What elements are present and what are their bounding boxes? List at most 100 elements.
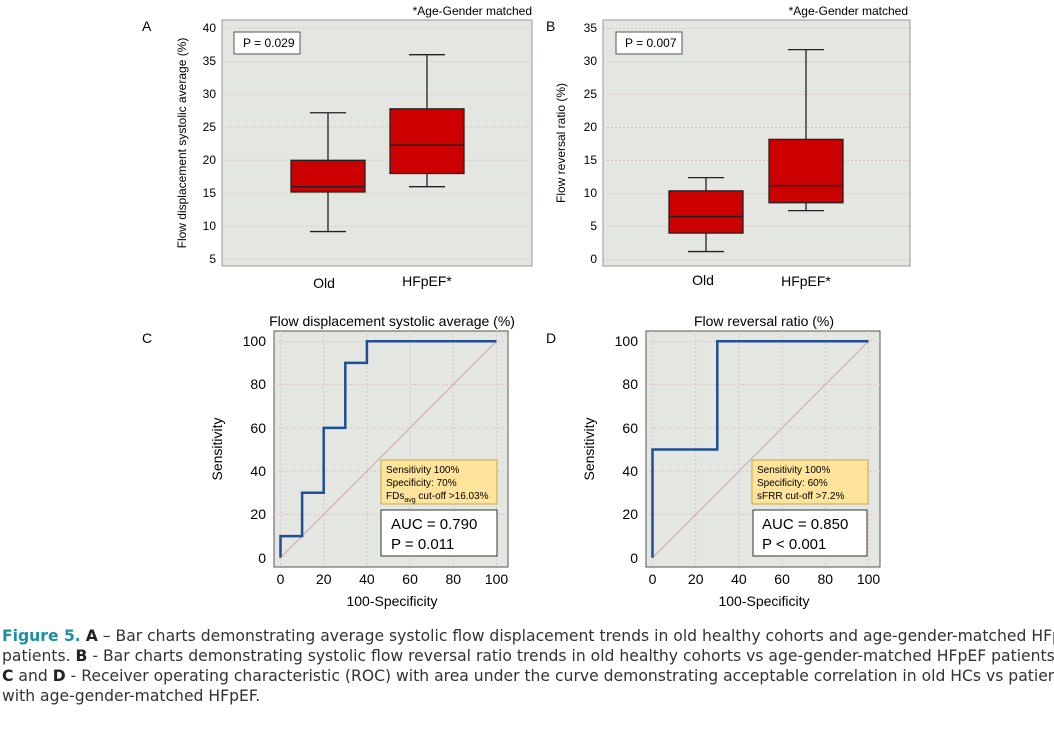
x-tick-label: 60 (402, 571, 418, 587)
y-tick-labels: 40 35 30 25 20 15 10 5 (203, 21, 217, 266)
y-tick-label: 10 (584, 186, 598, 200)
caption-letter: D (52, 667, 66, 685)
box-iqr (768, 138, 844, 204)
y-tick-label: 30 (203, 87, 217, 101)
caption-text: - Bar charts demonstrating systolic flow… (87, 647, 1054, 665)
y-tick-label: 35 (584, 21, 598, 35)
y-tick-label: 40 (203, 21, 217, 35)
boxes (290, 54, 465, 233)
auc-pvalue-text: P = 0.011 (391, 536, 454, 553)
note-cutoff: sFRR cut-off >7.2% (757, 491, 844, 502)
note-cutoff: FDsavg cut-off >16.03% (386, 491, 489, 504)
auc-box (752, 509, 868, 557)
caption-text: patients. (2, 647, 76, 665)
x-tick-label: 0 (649, 571, 657, 587)
x-tick-label: 60 (774, 571, 790, 587)
pvalue-text: P = 0.029 (243, 36, 295, 50)
caption-letter: B (75, 647, 88, 665)
caption-line: patients. B - Bar charts demonstrating s… (2, 646, 1054, 666)
y-tick-label: 0 (258, 550, 266, 566)
cutoff-note-box (380, 459, 498, 505)
y-tick-label: 35 (203, 54, 217, 68)
x-tick-label: 80 (818, 571, 834, 587)
boxes (668, 48, 844, 253)
y-tick-label: 80 (622, 376, 638, 392)
x-tick-labels: 0 20 40 60 80 100 (649, 571, 881, 587)
y-tick-label: 10 (203, 219, 217, 233)
panel-c: C Flow displacement systolic average (%)… (142, 313, 515, 609)
y-tick-labels: 100 80 60 40 20 0 (615, 333, 639, 566)
y-axis-label: Sensitivity (581, 417, 597, 480)
x-axis-label: 100-Specificity (346, 593, 437, 609)
reference-diagonal (280, 340, 497, 559)
note-sensitivity: Sensitivity 100% (757, 465, 830, 476)
x-tick-label: 40 (731, 571, 747, 587)
caption-text: - Receiver operating characteristic (ROC… (65, 667, 1054, 685)
auc-text: AUC = 0.850 (762, 516, 848, 533)
note-specificity: Specificity: 60% (757, 478, 828, 489)
y-axis-label: Flow reversal ratio (%) (554, 83, 568, 203)
x-tick-label: 0 (277, 571, 285, 587)
y-tick-label: 15 (584, 153, 598, 167)
pvalue-box (233, 31, 301, 55)
figure-5: A *Age-Gender matched 40 35 30 25 20 15 … (142, 4, 911, 609)
y-tick-label: 0 (630, 550, 638, 566)
figure-label: Figure 5. (2, 627, 81, 645)
y-tick-labels: 100 80 60 40 20 0 (243, 333, 267, 566)
y-tick-label: 25 (203, 120, 217, 134)
reference-diagonal (652, 340, 869, 559)
x-tick-label: 20 (316, 571, 332, 587)
y-tick-labels: 35 30 25 20 15 10 5 0 (584, 21, 598, 266)
category-label-old: Old (692, 272, 714, 288)
y-tick-label: 5 (590, 219, 597, 233)
box-iqr (668, 190, 744, 234)
x-tick-label: 20 (688, 571, 704, 587)
caption-line: with age-gender-matched HFpEF. (2, 686, 1054, 706)
y-tick-label: 80 (250, 376, 266, 392)
box-iqr (389, 108, 465, 175)
caption-letter: C (2, 667, 14, 685)
x-axis-label: 100-Specificity (718, 593, 809, 609)
note-specificity: Specificity: 70% (386, 478, 457, 489)
y-tick-label: 40 (250, 463, 266, 479)
chart-title: Flow reversal ratio (%) (694, 313, 834, 329)
caption-text: – Bar charts demonstrating average systo… (97, 627, 1054, 645)
chart-title: Flow displacement systolic average (%) (269, 313, 515, 329)
auc-box (380, 509, 498, 557)
y-tick-label: 15 (203, 186, 217, 200)
caption-line: C and D - Receiver operating characteris… (2, 666, 1054, 686)
panel-d: D Flow reversal ratio (%) 100 80 60 40 2… (546, 313, 881, 609)
cutoff-note-box (751, 459, 869, 505)
figure-caption: Figure 5. A – Bar charts demonstrating a… (2, 626, 1054, 706)
y-tick-label: 5 (209, 252, 216, 266)
category-label-old: Old (313, 275, 335, 291)
caption-letter: A (85, 627, 98, 645)
category-label-hfpef: HFpEF* (402, 273, 452, 289)
auc-text: AUC = 0.790 (391, 516, 477, 533)
pvalue-text: P = 0.007 (625, 36, 677, 50)
panel-letter-b: B (546, 18, 555, 34)
y-tick-label: 25 (584, 87, 598, 101)
y-tick-label: 20 (203, 153, 217, 167)
age-gender-note: *Age-Gender matched (789, 4, 908, 18)
x-tick-label: 40 (359, 571, 375, 587)
panel-b: B *Age-Gender matched 35 30 25 20 15 10 … (546, 4, 911, 289)
panel-letter-a: A (142, 18, 152, 34)
plot-area (602, 19, 911, 267)
x-tick-label: 80 (446, 571, 462, 587)
y-tick-label: 20 (250, 506, 266, 522)
y-tick-label: 60 (622, 420, 638, 436)
panel-a: A *Age-Gender matched 40 35 30 25 20 15 … (142, 4, 533, 291)
y-tick-label: 100 (615, 333, 639, 349)
category-label-hfpef: HFpEF* (781, 273, 831, 289)
y-axis-label: Flow displacement systolic average (%) (175, 38, 189, 249)
age-gender-note: *Age-Gender matched (413, 4, 532, 18)
grid-lines (603, 28, 910, 260)
y-tick-label: 100 (243, 333, 267, 349)
y-tick-label: 0 (590, 252, 597, 266)
y-tick-label: 40 (622, 463, 638, 479)
roc-curve (651, 340, 869, 558)
panel-letter-d: D (546, 330, 556, 346)
x-tick-label: 100 (485, 571, 509, 587)
roc-curve (279, 340, 497, 558)
